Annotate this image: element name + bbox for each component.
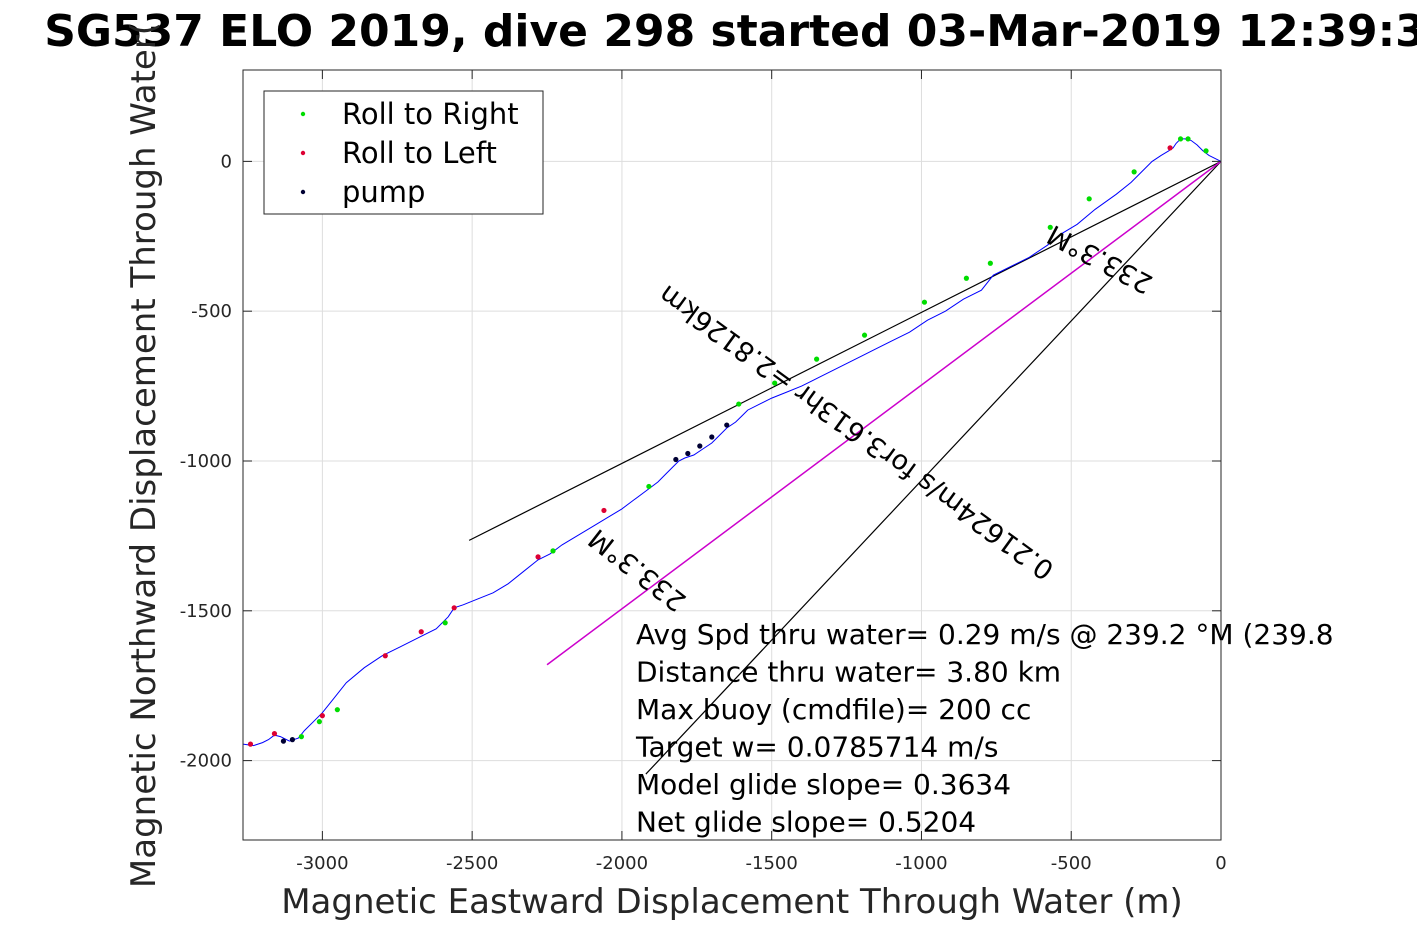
reference-line bbox=[645, 160, 1222, 775]
roll-right-marker bbox=[921, 299, 928, 305]
roll-left-marker bbox=[319, 713, 325, 719]
roll-left-marker bbox=[382, 653, 388, 659]
pump-marker bbox=[289, 737, 296, 743]
roll-right-marker bbox=[1203, 148, 1209, 154]
y-tick-label: 0 bbox=[221, 151, 232, 172]
roll-left-marker bbox=[1167, 145, 1173, 151]
pump-marker bbox=[673, 456, 679, 463]
stats-line: Model glide slope= 0.3634 bbox=[636, 768, 1011, 801]
y-tick-labels: -2000 -1500 -1000 -500 0 bbox=[180, 151, 232, 771]
legend-label: pump bbox=[342, 175, 425, 209]
roll-right-marker bbox=[772, 380, 778, 386]
y-axis-label: Magnetic Northward Displacement Through … bbox=[124, 22, 164, 888]
y-tick-label: -500 bbox=[191, 301, 232, 322]
x-tick-label: -1000 bbox=[895, 853, 947, 874]
roll-right-marker bbox=[316, 719, 322, 725]
pump-marker bbox=[697, 443, 703, 449]
roll-right-marker bbox=[550, 548, 556, 554]
roll-right-marker bbox=[963, 275, 969, 281]
stats-line: Target w= 0.0785714 m/s bbox=[635, 731, 998, 764]
legend-label: Roll to Left bbox=[342, 136, 497, 170]
roll-left-marker bbox=[271, 731, 278, 737]
y-tick-label: -1500 bbox=[180, 601, 232, 622]
reference-line bbox=[468, 160, 1222, 541]
pump-marker bbox=[685, 450, 691, 457]
pump-marker bbox=[724, 422, 730, 428]
legend-label: Roll to Right bbox=[342, 97, 519, 131]
y-tick-label: -2000 bbox=[180, 751, 232, 772]
stats-line: Net glide slope= 0.5204 bbox=[636, 806, 976, 839]
axes-box bbox=[242, 69, 1222, 841]
roll-left-marker bbox=[535, 554, 541, 560]
roll-left-marker bbox=[601, 507, 607, 514]
roll-right-marker bbox=[736, 401, 742, 407]
roll-right-marker bbox=[861, 332, 868, 338]
roll-left-marker bbox=[451, 605, 457, 611]
x-tick-labels: -3000 -2500 -2000 -1500 -1000 -500 0 bbox=[296, 853, 1227, 874]
x-tick-label: -2500 bbox=[446, 853, 498, 874]
x-tick-label: -3000 bbox=[296, 853, 348, 874]
legend-box bbox=[263, 90, 544, 215]
x-tick-label: 0 bbox=[1215, 853, 1226, 874]
ticks-layer bbox=[243, 70, 1222, 840]
stats-line: Max buoy (cmdfile)= 200 cc bbox=[636, 693, 1031, 726]
y-tick-label: -1000 bbox=[180, 451, 232, 472]
legend-marker bbox=[300, 189, 306, 195]
stats-line: Distance thru water= 3.80 km bbox=[636, 656, 1061, 689]
glider-track-line bbox=[242, 138, 1222, 747]
pump-marker bbox=[709, 434, 715, 440]
roll-right-marker bbox=[1177, 136, 1184, 142]
legend: Roll to Right Roll to Left pump bbox=[263, 90, 544, 215]
legend-marker bbox=[300, 150, 306, 156]
roll-right-marker bbox=[442, 620, 448, 626]
net-track-line bbox=[546, 160, 1222, 666]
roll-right-marker bbox=[987, 260, 993, 266]
roll-right-marker bbox=[1047, 224, 1053, 230]
stats-block: Avg Spd thru water= 0.29 m/s @ 239.2 °M … bbox=[635, 618, 1334, 839]
legend-marker bbox=[300, 111, 306, 117]
series-layer bbox=[242, 136, 1222, 775]
stats-line: Avg Spd thru water= 0.29 m/s @ 239.2 °M … bbox=[636, 618, 1334, 651]
roll-right-marker bbox=[1185, 136, 1191, 142]
roll-right-marker bbox=[334, 707, 340, 713]
x-tick-label: -500 bbox=[1051, 853, 1092, 874]
x-tick-label: -1500 bbox=[746, 853, 798, 874]
roll-right-marker bbox=[298, 734, 305, 740]
roll-right-marker bbox=[646, 483, 652, 490]
roll-right-marker bbox=[1086, 196, 1092, 202]
x-axis-label: Magnetic Eastward Displacement Through W… bbox=[281, 882, 1183, 922]
roll-left-marker bbox=[247, 741, 254, 747]
x-tick-label: -2000 bbox=[596, 853, 648, 874]
roll-right-marker bbox=[1131, 169, 1137, 175]
chart-title: SG537 ELO 2019, dive 298 started 03-Mar-… bbox=[44, 6, 1417, 57]
roll-right-marker bbox=[814, 356, 820, 362]
roll-left-marker bbox=[418, 629, 424, 635]
pump-marker bbox=[280, 738, 287, 744]
